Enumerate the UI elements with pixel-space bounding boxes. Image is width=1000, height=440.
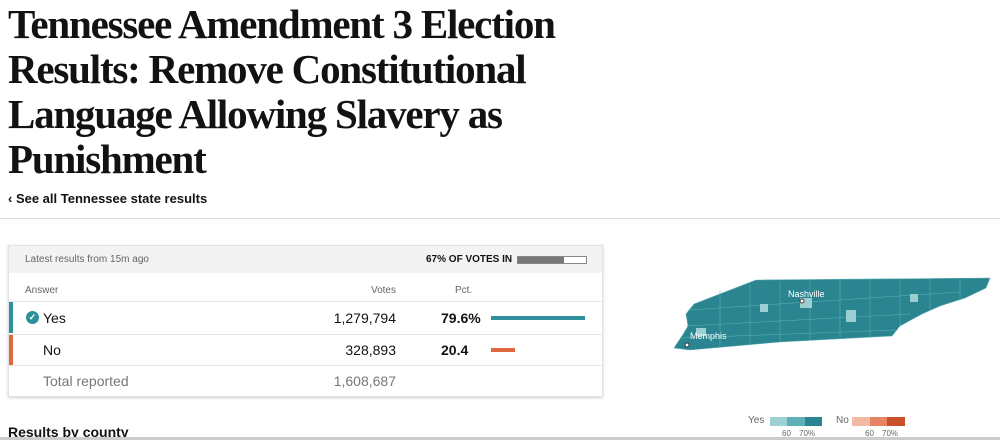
legend-no-scale	[852, 417, 906, 426]
back-link[interactable]: ‹ See all Tennessee state results	[8, 191, 208, 206]
legend-yes-label: Yes	[748, 415, 765, 426]
divider	[0, 218, 1000, 219]
table-header-band: Latest results from 15m ago 67% OF VOTES…	[9, 246, 602, 273]
city-dot	[799, 298, 805, 304]
pct-bar	[491, 316, 585, 320]
headline: Tennessee Amendment 3 Election Results: …	[8, 1, 556, 182]
city-label: Memphis	[690, 331, 727, 341]
updated-text: Latest results from 15m ago	[25, 254, 149, 265]
city-dot	[684, 342, 690, 348]
reporting-track	[517, 256, 587, 264]
city-label: Nashville	[788, 289, 825, 299]
row-divider	[9, 334, 602, 335]
column-header: Votes	[370, 285, 396, 296]
column-header: Pct.	[455, 285, 473, 296]
winner-check: ✓	[26, 311, 39, 324]
legend-tick: 70%	[882, 429, 899, 438]
light-counties	[696, 294, 918, 336]
county-map: Nashville Memphis	[673, 277, 991, 351]
legend-tick: 60	[782, 429, 791, 438]
answer-name: Yes	[43, 310, 66, 326]
county-lines	[681, 279, 961, 346]
legend-no-label: No	[836, 415, 849, 426]
row-divider	[9, 365, 602, 366]
pct-label: 79.6%	[441, 310, 481, 326]
legend-tick: 60	[865, 429, 874, 438]
section-title: Results by county	[8, 424, 129, 440]
reporting-fill	[518, 257, 564, 263]
reporting-text: 67% OF VOTES IN	[426, 254, 513, 265]
row-divider	[9, 301, 602, 302]
pct-label: 20.4	[441, 342, 469, 358]
row-stripe	[9, 302, 13, 333]
pct-bar	[491, 348, 516, 352]
legend-tick: 70%	[799, 429, 816, 438]
answer-name: No	[43, 342, 61, 358]
scroll-edge	[0, 437, 1000, 440]
votes: 1,279,794	[333, 310, 396, 326]
row-stripe	[9, 334, 13, 365]
votes: 328,893	[345, 342, 396, 358]
results-table: Latest results from 15m ago 67% OF VOTES…	[8, 245, 603, 397]
legend-yes-scale	[770, 417, 822, 426]
total-votes: 1,608,687	[333, 373, 396, 389]
total-label: Total reported	[43, 373, 129, 389]
column-header: Answer	[25, 285, 59, 296]
